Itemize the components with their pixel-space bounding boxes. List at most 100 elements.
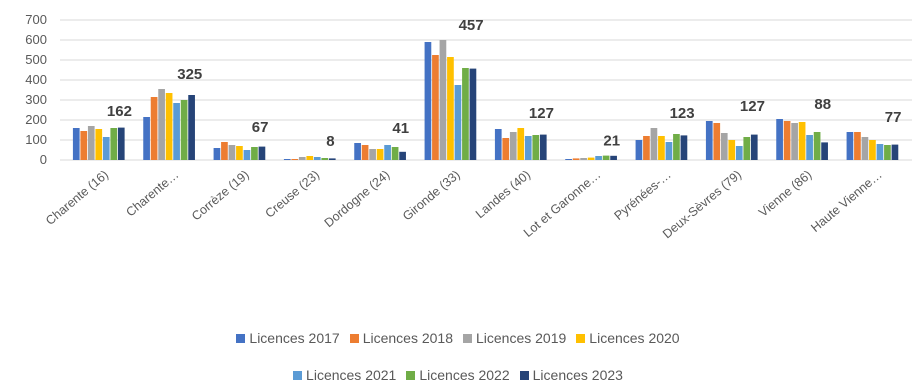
legend-item: Licences 2021 xyxy=(293,367,396,383)
bar xyxy=(680,135,688,160)
bar-chart: 0 100 200 300 400 500 600 700 162 Charente (16) 32… xyxy=(25,12,912,241)
y-tick-label: 400 xyxy=(25,72,47,87)
bar xyxy=(595,156,602,160)
bar xyxy=(524,136,532,160)
bar xyxy=(399,151,406,160)
legend-label: Licences 2020 xyxy=(589,330,680,346)
bar xyxy=(650,128,658,160)
bar xyxy=(432,55,439,160)
bar xyxy=(509,132,517,160)
bar xyxy=(728,140,736,160)
category-label: Pyrénées-… xyxy=(612,168,674,223)
bar xyxy=(454,85,462,160)
legend-swatch xyxy=(519,370,529,380)
bar xyxy=(517,128,525,160)
legend-item: Licences 2023 xyxy=(519,367,623,383)
category-label: Corrèze (19) xyxy=(189,168,252,224)
bar xyxy=(494,129,502,160)
bar xyxy=(391,147,399,160)
bar xyxy=(354,143,361,160)
bar xyxy=(328,158,336,160)
bar xyxy=(532,135,540,160)
bar xyxy=(572,158,580,160)
legend-label: Licences 2017 xyxy=(249,330,340,346)
bar xyxy=(806,135,813,160)
category-label: Landes (40) xyxy=(473,168,533,222)
bar xyxy=(376,149,384,160)
bar xyxy=(665,142,673,160)
bar xyxy=(291,159,299,160)
data-label: 67 xyxy=(252,119,269,136)
bar xyxy=(188,95,195,160)
bar xyxy=(854,132,861,160)
bar xyxy=(72,128,80,160)
legend-swatch xyxy=(293,370,303,380)
bar xyxy=(361,145,369,160)
legend-item: Licences 2019 xyxy=(463,330,566,346)
category-label: Dordogne (24) xyxy=(322,168,393,231)
bar xyxy=(87,126,95,160)
y-tick-label: 700 xyxy=(25,12,47,27)
category-label: Haute Vienne… xyxy=(808,168,884,235)
bar xyxy=(635,140,643,160)
bar xyxy=(720,133,728,160)
data-label: 41 xyxy=(392,120,409,137)
bar xyxy=(306,156,314,160)
bar xyxy=(143,117,150,160)
bar xyxy=(469,68,477,160)
legend-swatch xyxy=(349,333,359,343)
bar xyxy=(876,144,884,160)
bar xyxy=(743,137,751,160)
bar xyxy=(821,142,828,160)
bar xyxy=(313,157,321,160)
data-label: 123 xyxy=(670,105,695,122)
data-label: 127 xyxy=(529,105,554,122)
legend-swatch xyxy=(576,333,586,343)
data-label: 325 xyxy=(177,66,202,83)
legend-item: Licences 2020 xyxy=(576,330,680,346)
bar xyxy=(424,42,432,160)
legend-row-1: Licences 2017 Licences 2018 Licences 2019 L… xyxy=(0,330,916,346)
data-label: 8 xyxy=(326,133,334,150)
bar xyxy=(80,131,88,160)
bar xyxy=(783,121,791,160)
category-label: Gironde (33) xyxy=(400,168,463,224)
bar xyxy=(173,103,180,160)
bar xyxy=(750,134,758,160)
y-tick-label: 0 xyxy=(40,152,47,167)
bar xyxy=(539,134,547,160)
bar xyxy=(791,123,798,160)
legend-row-2: Licences 2021 Licences 2022 Licences 2023 xyxy=(0,367,916,383)
category-label: Charente… xyxy=(123,168,181,220)
legend-label: Licences 2021 xyxy=(306,367,397,383)
bar xyxy=(869,140,876,160)
bar xyxy=(298,157,306,160)
bar xyxy=(439,40,447,160)
bar xyxy=(258,146,266,160)
legend-label: Licences 2022 xyxy=(419,367,510,383)
bar xyxy=(180,100,188,160)
legend-swatch xyxy=(406,370,416,380)
data-label: 457 xyxy=(459,17,484,34)
y-tick-label: 100 xyxy=(25,132,47,147)
data-label: 162 xyxy=(107,103,132,120)
bar xyxy=(580,158,587,160)
legend-label: Licences 2023 xyxy=(532,367,623,383)
bar xyxy=(228,145,236,160)
bar xyxy=(447,57,454,160)
y-tick-label: 500 xyxy=(25,52,47,67)
bar xyxy=(861,137,869,160)
legend-label: Licences 2018 xyxy=(362,330,453,346)
bar xyxy=(602,155,610,160)
bar xyxy=(713,123,721,160)
data-label: 77 xyxy=(885,109,902,126)
category-label: Creuse (23) xyxy=(263,168,323,221)
legend-item: Licences 2022 xyxy=(406,367,510,383)
bar xyxy=(891,144,899,160)
bar xyxy=(102,137,110,160)
legend-swatch xyxy=(236,333,246,343)
bar xyxy=(221,142,228,160)
legend-swatch xyxy=(463,333,472,343)
bar xyxy=(587,157,595,160)
bar xyxy=(110,128,118,160)
